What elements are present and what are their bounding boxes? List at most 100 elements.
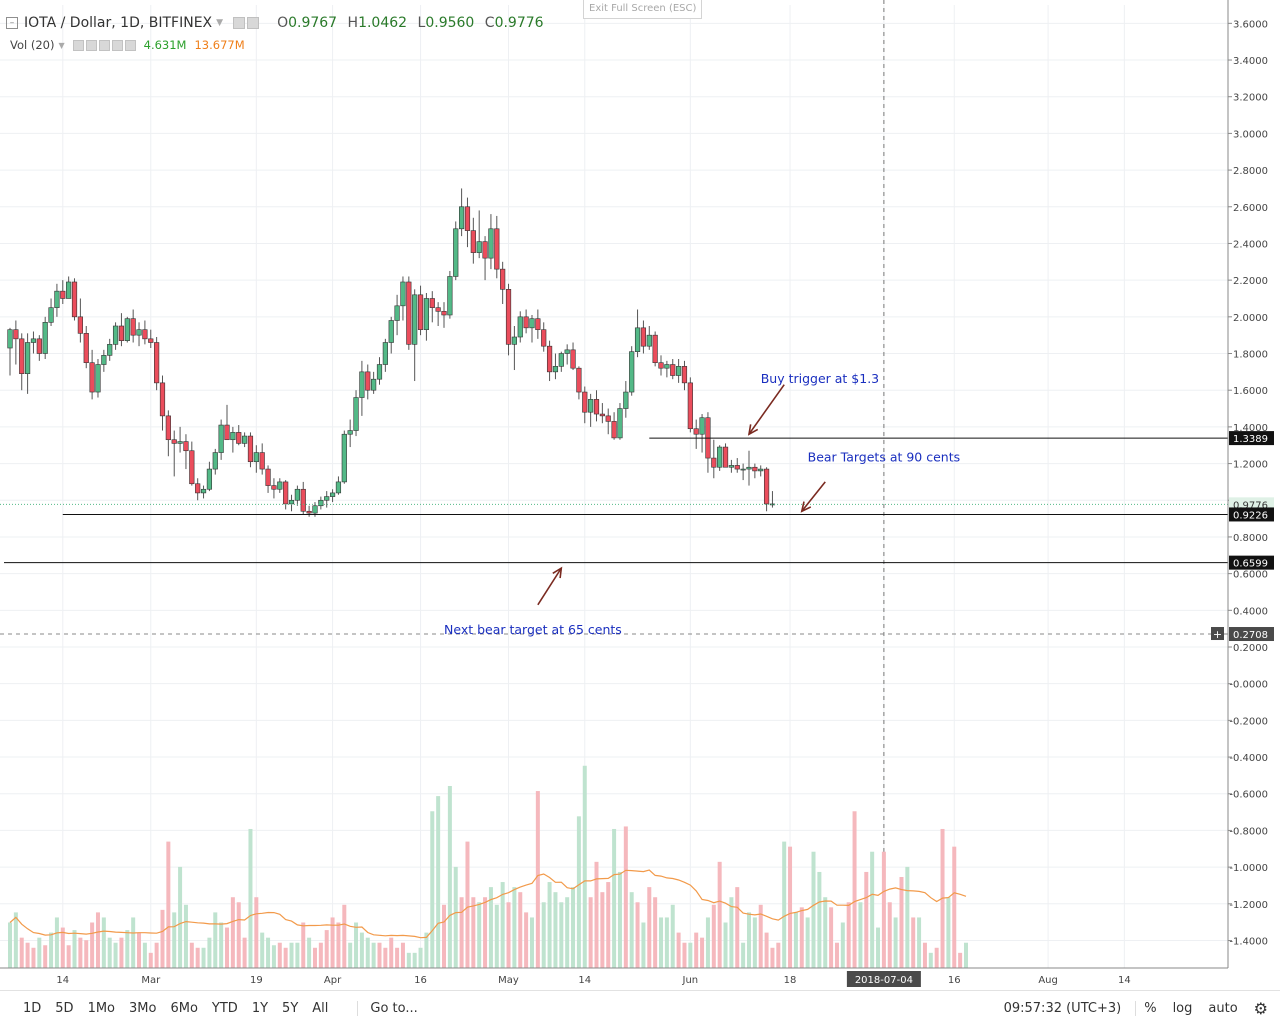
volume-bar <box>213 912 218 968</box>
candle-down <box>300 488 306 512</box>
x-tick-label: Aug <box>1038 975 1058 986</box>
range-button-6mo[interactable]: 6Mo <box>170 1000 198 1016</box>
annotations[interactable]: Buy trigger at $1.3 Bear Targets at 90 ce… <box>444 371 960 637</box>
volume-bar <box>166 841 171 968</box>
volume-bar <box>647 887 652 968</box>
annotation-text[interactable]: Next bear target at 65 cents <box>444 622 622 637</box>
annotation-text[interactable]: Bear Targets at 90 cents <box>808 450 961 465</box>
percent-toggle[interactable]: % <box>1144 1000 1157 1016</box>
volume-bar <box>870 851 875 968</box>
volume-bar <box>653 897 658 968</box>
range-button-5y[interactable]: 5Y <box>282 1000 299 1016</box>
y-tick-label: 2.2000 <box>1233 276 1268 287</box>
price-axis[interactable]: 3.6000 3.4000 3.2000 3.0000 2.8000 2.6000 2.40… <box>1211 0 1274 968</box>
candle-up <box>728 465 734 468</box>
volume-bar <box>788 846 793 968</box>
volume-bar <box>95 912 100 968</box>
volume-bar <box>225 927 230 968</box>
annotation-arrow[interactable] <box>748 384 785 435</box>
crosshair-date-badge <box>846 971 921 987</box>
range-button-5d[interactable]: 5D <box>55 1000 74 1016</box>
range-button-ytd[interactable]: YTD <box>211 1000 238 1016</box>
chevron-down-icon[interactable]: ▼ <box>216 18 224 28</box>
volume-bar <box>829 907 834 968</box>
price-badge[interactable] <box>1229 555 1274 570</box>
range-button-1mo[interactable]: 1Mo <box>87 1000 116 1016</box>
volume-bar <box>412 952 417 968</box>
volume-bar <box>512 887 517 968</box>
volume-bar <box>142 942 147 968</box>
price-badge[interactable] <box>1229 627 1274 642</box>
y-tick-label: 2.6000 <box>1233 203 1268 214</box>
volume-label[interactable]: Vol (20) <box>10 38 55 52</box>
candle-down <box>142 329 148 340</box>
horizontal-lines[interactable] <box>0 437 1228 564</box>
close-icon[interactable] <box>124 39 136 51</box>
x-tick-label: 19 <box>250 975 263 986</box>
volume-bar <box>682 942 687 968</box>
volume-bar <box>424 932 429 968</box>
volume-bar <box>629 892 634 968</box>
price-badge[interactable] <box>1229 507 1274 522</box>
volume-bar <box>946 897 951 968</box>
volume-bar <box>230 897 235 968</box>
annotation-arrow[interactable] <box>537 567 562 606</box>
bottom-toolbar: 1D 5D 1Mo 3Mo 6Mo YTD 1Y 5Y All Go to... 09:57:3… <box>0 990 1280 1025</box>
candle-up <box>200 488 207 494</box>
collapse-icon[interactable]: – <box>6 17 18 29</box>
candle-up <box>371 378 377 391</box>
gear-icon[interactable]: ⚙ <box>1253 998 1268 1018</box>
candle-up <box>318 499 324 507</box>
log-toggle[interactable]: log <box>1172 1000 1193 1016</box>
annotation-text[interactable]: Buy trigger at $1.3 <box>761 371 879 386</box>
candle-down <box>89 362 95 393</box>
eye-icon[interactable] <box>233 17 246 29</box>
range-button-all[interactable]: All <box>312 1000 329 1016</box>
time-axis[interactable]: 14 Mar 19 Apr 16 May 14 Jun 18 2018-07-04 16 Aug 14 <box>0 967 1228 987</box>
candle-up <box>206 468 213 490</box>
volume-bar <box>553 892 558 968</box>
auto-toggle[interactable]: auto <box>1208 1000 1238 1016</box>
more-icon[interactable] <box>111 39 123 51</box>
volume-bar <box>770 947 775 968</box>
annotation-arrow[interactable] <box>801 481 826 512</box>
candle-down <box>734 465 740 470</box>
candle-up <box>412 294 418 345</box>
volume-bar <box>359 932 364 968</box>
open-value: 0.9767 <box>288 15 338 31</box>
volume-bar <box>148 952 153 968</box>
symbol-title[interactable]: IOTA / Dollar, 1D, BITFINEX <box>24 15 213 31</box>
price-badge[interactable] <box>1229 431 1274 446</box>
candle-down <box>464 206 471 231</box>
volume-bar <box>711 904 716 968</box>
clock: 09:57:32 (UTC+3) <box>990 1000 1137 1016</box>
candle-up <box>382 342 388 365</box>
candle-up <box>107 344 113 356</box>
settings-icon[interactable] <box>85 39 97 51</box>
settings-icon[interactable] <box>247 17 260 29</box>
range-button-1d[interactable]: 1D <box>23 1000 42 1016</box>
candle-up <box>447 276 453 316</box>
volume-bar <box>846 902 851 968</box>
range-button-1y[interactable]: 1Y <box>251 1000 269 1016</box>
volume-bar <box>60 927 65 968</box>
volume-bar <box>535 791 540 968</box>
volume-bar <box>799 907 804 968</box>
volume-bar <box>858 902 863 968</box>
x-tick-label: 14 <box>578 975 591 986</box>
volume-bar <box>113 942 118 968</box>
chevron-down-icon[interactable]: ▼ <box>58 40 65 50</box>
candle-down <box>236 432 242 444</box>
exit-fullscreen-button[interactable]: Exit Full Screen (ESC) <box>583 0 703 19</box>
eye-icon[interactable] <box>72 39 84 51</box>
candle-up <box>95 364 101 393</box>
add-icon[interactable] <box>98 39 110 51</box>
volume-bar <box>834 942 839 968</box>
range-button-3mo[interactable]: 3Mo <box>129 1000 157 1016</box>
add-alert-button[interactable] <box>1211 627 1224 641</box>
plus-icon[interactable]: + <box>1213 628 1222 641</box>
goto-button[interactable]: Go to... <box>357 1000 418 1016</box>
candle-up <box>476 241 482 253</box>
candle-up <box>177 441 183 444</box>
